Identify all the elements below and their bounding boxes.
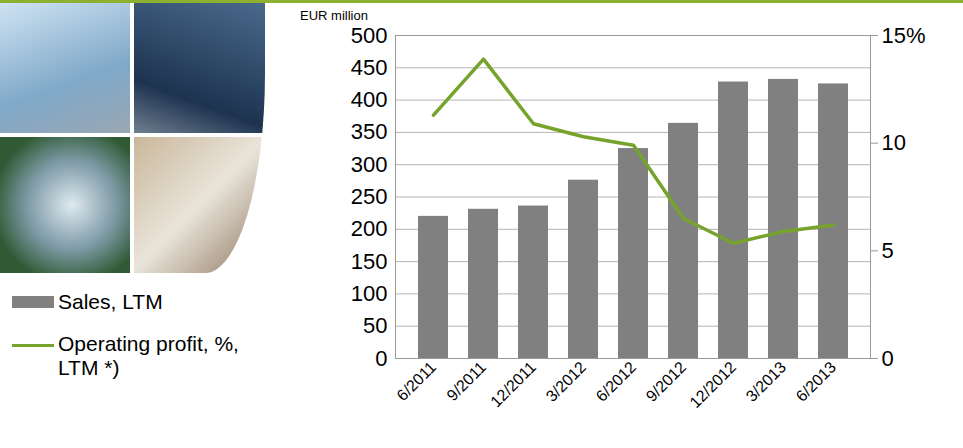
svg-text:400: 400 [351,87,388,112]
svg-text:150: 150 [351,249,388,274]
html-text:Sales, LTM: Sales, LTM [58,290,163,313]
svg-text:6/2012: 6/2012 [593,358,640,405]
html-text:EUR million: EUR million [300,8,368,23]
svg-text:9/2011: 9/2011 [443,358,489,404]
svg-text:250: 250 [351,184,388,209]
svg-text:3/2012: 3/2012 [543,358,590,405]
svg-text:12/2012: 12/2012 [686,358,739,411]
svg-text:500: 500 [351,23,388,48]
svg-text:15%: 15% [882,23,926,48]
html-text:Operating profit, %, LTM *): Operating profit, %, LTM *) [58,332,239,379]
svg-text:12/2011: 12/2011 [487,358,539,410]
svg-text:3/2013: 3/2013 [743,358,790,405]
svg-text:450: 450 [351,55,388,80]
svg-text:5: 5 [882,238,894,263]
svg-text:100: 100 [351,281,388,306]
svg-text:350: 350 [351,119,388,144]
svg-text:10: 10 [882,130,906,155]
svg-text:50: 50 [363,313,387,338]
svg-text:6/2011: 6/2011 [393,358,439,404]
svg-text:300: 300 [351,152,388,177]
svg-text:6/2013: 6/2013 [793,358,840,405]
svg-text:0: 0 [375,346,387,371]
svg-text:200: 200 [351,216,388,241]
svg-text:9/2012: 9/2012 [643,358,690,405]
svg-text:0: 0 [882,346,894,371]
